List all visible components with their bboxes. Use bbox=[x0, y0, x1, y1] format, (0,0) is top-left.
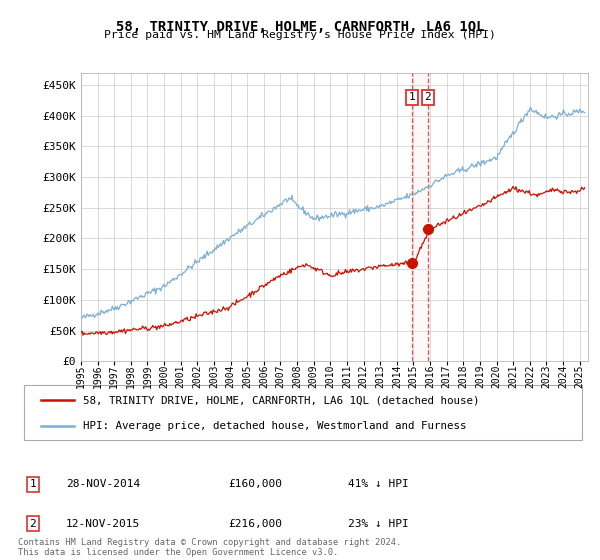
Text: 2022: 2022 bbox=[525, 364, 535, 388]
Text: 2012: 2012 bbox=[359, 364, 368, 388]
Text: 1997: 1997 bbox=[109, 364, 119, 388]
Text: 2006: 2006 bbox=[259, 364, 269, 388]
Text: 2019: 2019 bbox=[475, 364, 485, 388]
Text: 2016: 2016 bbox=[425, 364, 435, 388]
Text: 1998: 1998 bbox=[126, 364, 136, 388]
Text: 12-NOV-2015: 12-NOV-2015 bbox=[66, 519, 140, 529]
Text: 23% ↓ HPI: 23% ↓ HPI bbox=[348, 519, 409, 529]
Text: 2015: 2015 bbox=[409, 364, 418, 388]
Text: HPI: Average price, detached house, Westmorland and Furness: HPI: Average price, detached house, West… bbox=[83, 421, 466, 431]
Text: 2002: 2002 bbox=[193, 364, 202, 388]
Text: 2020: 2020 bbox=[491, 364, 502, 388]
Text: 2003: 2003 bbox=[209, 364, 219, 388]
Text: 2007: 2007 bbox=[275, 364, 286, 388]
Text: 2018: 2018 bbox=[458, 364, 469, 388]
Text: 2010: 2010 bbox=[325, 364, 335, 388]
Text: 28-NOV-2014: 28-NOV-2014 bbox=[66, 479, 140, 489]
Text: 2004: 2004 bbox=[226, 364, 236, 388]
Text: 41% ↓ HPI: 41% ↓ HPI bbox=[348, 479, 409, 489]
Text: 2023: 2023 bbox=[541, 364, 551, 388]
Text: 1: 1 bbox=[409, 92, 415, 102]
Text: 2: 2 bbox=[29, 519, 37, 529]
Text: Contains HM Land Registry data © Crown copyright and database right 2024.
This d: Contains HM Land Registry data © Crown c… bbox=[18, 538, 401, 557]
Text: 58, TRINITY DRIVE, HOLME, CARNFORTH, LA6 1QL: 58, TRINITY DRIVE, HOLME, CARNFORTH, LA6… bbox=[116, 20, 484, 34]
Text: Price paid vs. HM Land Registry's House Price Index (HPI): Price paid vs. HM Land Registry's House … bbox=[104, 30, 496, 40]
Text: 2008: 2008 bbox=[292, 364, 302, 388]
Text: 2001: 2001 bbox=[176, 364, 186, 388]
Text: 2024: 2024 bbox=[558, 364, 568, 388]
Text: 2021: 2021 bbox=[508, 364, 518, 388]
Text: 2011: 2011 bbox=[342, 364, 352, 388]
Text: 2017: 2017 bbox=[442, 364, 452, 388]
Text: 58, TRINITY DRIVE, HOLME, CARNFORTH, LA6 1QL (detached house): 58, TRINITY DRIVE, HOLME, CARNFORTH, LA6… bbox=[83, 395, 479, 405]
Text: 1995: 1995 bbox=[76, 364, 86, 388]
Text: 1: 1 bbox=[29, 479, 37, 489]
Text: 2005: 2005 bbox=[242, 364, 252, 388]
Text: 2000: 2000 bbox=[159, 364, 169, 388]
Text: 1999: 1999 bbox=[142, 364, 152, 388]
Text: 2009: 2009 bbox=[309, 364, 319, 388]
FancyBboxPatch shape bbox=[24, 385, 582, 440]
Text: £160,000: £160,000 bbox=[228, 479, 282, 489]
Text: 2: 2 bbox=[425, 92, 431, 102]
Bar bbox=[412, 73, 428, 361]
Text: £216,000: £216,000 bbox=[228, 519, 282, 529]
Text: 2025: 2025 bbox=[575, 364, 584, 388]
Text: 1996: 1996 bbox=[92, 364, 103, 388]
Text: 2014: 2014 bbox=[392, 364, 402, 388]
Text: 2013: 2013 bbox=[375, 364, 385, 388]
